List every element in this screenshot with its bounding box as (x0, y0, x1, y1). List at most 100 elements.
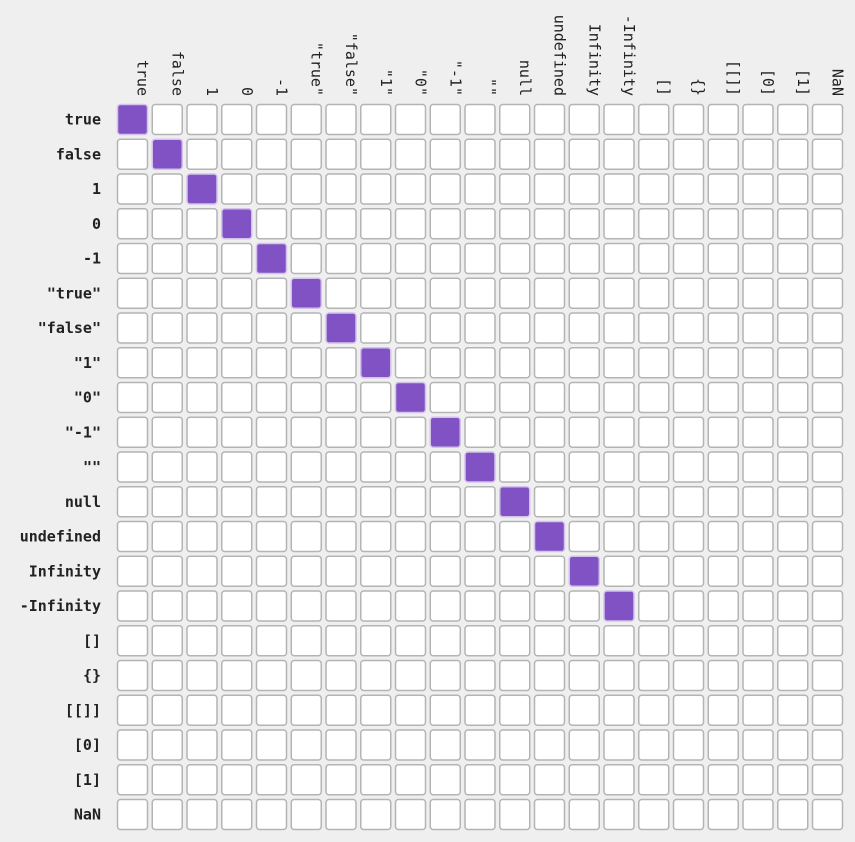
cell-not-equal (290, 173, 322, 205)
cell-not-equal (568, 103, 600, 136)
cell-not-equal (221, 173, 253, 205)
cell-not-equal (429, 486, 461, 518)
cell-not-equal (221, 138, 253, 170)
row-label: "-1" (65, 423, 101, 441)
cell-not-equal (638, 625, 670, 657)
cell-not-equal (464, 694, 496, 726)
cell-not-equal (151, 242, 183, 275)
cell-not-equal (394, 729, 427, 761)
cell-not-equal (707, 103, 739, 136)
cell-not-equal (186, 486, 218, 518)
cell-not-equal (360, 277, 392, 309)
cell-not-equal (360, 173, 392, 205)
cell-not-equal (151, 694, 183, 726)
cell-not-equal (116, 625, 149, 657)
cell-not-equal (672, 659, 705, 692)
cell-not-equal (360, 590, 392, 622)
cell-equal (499, 486, 531, 518)
cell-not-equal (394, 347, 427, 379)
cell-not-equal (672, 103, 705, 136)
cell-not-equal (116, 729, 149, 761)
row-label: "" (83, 458, 101, 476)
cell-not-equal (568, 764, 600, 796)
column-label: [0] (759, 69, 777, 96)
cell-not-equal (777, 764, 809, 796)
cell-not-equal (290, 208, 322, 240)
cell-not-equal (116, 486, 149, 518)
cell-not-equal (533, 103, 566, 136)
cell-not-equal (255, 486, 288, 518)
cell-not-equal (290, 347, 322, 379)
cell-not-equal (672, 277, 705, 309)
cell-not-equal (360, 312, 392, 344)
cell-not-equal (290, 590, 322, 622)
cell-not-equal (811, 242, 844, 275)
cell-not-equal (811, 625, 844, 657)
cell-not-equal (221, 764, 253, 796)
cell-not-equal (360, 729, 392, 761)
cell-not-equal (707, 659, 739, 692)
cell-not-equal (499, 451, 531, 483)
cell-not-equal (221, 625, 253, 657)
cell-not-equal (742, 277, 774, 309)
cell-not-equal (638, 659, 670, 692)
cell-not-equal (290, 798, 322, 831)
cell-not-equal (429, 451, 461, 483)
cell-not-equal (777, 242, 809, 275)
cell-not-equal (603, 764, 635, 796)
cell-not-equal (221, 694, 253, 726)
cell-not-equal (638, 486, 670, 518)
cell-not-equal (742, 416, 774, 448)
cell-not-equal (638, 347, 670, 379)
cell-not-equal (290, 486, 322, 518)
cell-not-equal (811, 277, 844, 309)
cell-not-equal (707, 798, 739, 831)
row-label: -Infinity (20, 597, 101, 615)
cell-not-equal (186, 138, 218, 170)
cell-not-equal (255, 694, 288, 726)
cell-not-equal (568, 138, 600, 170)
cell-not-equal (394, 486, 427, 518)
cell-not-equal (255, 764, 288, 796)
column-label: [1] (794, 69, 812, 96)
cell-not-equal (186, 347, 218, 379)
cell-not-equal (116, 312, 149, 344)
cell-not-equal (777, 486, 809, 518)
cell-not-equal (672, 451, 705, 483)
cell-not-equal (290, 451, 322, 483)
cell-not-equal (811, 590, 844, 622)
cell-not-equal (811, 451, 844, 483)
cell-not-equal (533, 590, 566, 622)
cell-not-equal (777, 729, 809, 761)
cell-not-equal (429, 103, 461, 136)
cell-not-equal (221, 590, 253, 622)
cell-not-equal (638, 173, 670, 205)
cell-not-equal (255, 277, 288, 309)
cell-not-equal (811, 173, 844, 205)
column-label: false (168, 51, 186, 96)
column-label: true (134, 60, 152, 96)
cell-not-equal (325, 242, 357, 275)
cell-not-equal (186, 729, 218, 761)
cell-not-equal (568, 486, 600, 518)
cell-not-equal (707, 625, 739, 657)
cell-not-equal (186, 798, 218, 831)
cell-not-equal (499, 242, 531, 275)
cell-not-equal (603, 103, 635, 136)
row-label: {} (83, 667, 101, 685)
cell-not-equal (707, 173, 739, 205)
cell-not-equal (499, 520, 531, 553)
cell-not-equal (151, 729, 183, 761)
cell-not-equal (221, 729, 253, 761)
cell-not-equal (394, 520, 427, 553)
column-label: {} (690, 78, 708, 96)
cell-not-equal (533, 138, 566, 170)
column-label: "false" (342, 33, 360, 96)
cell-not-equal (325, 659, 357, 692)
cell-not-equal (221, 277, 253, 309)
cell-not-equal (325, 451, 357, 483)
cell-not-equal (116, 451, 149, 483)
cell-not-equal (742, 798, 774, 831)
cell-not-equal (672, 138, 705, 170)
cell-not-equal (255, 347, 288, 379)
